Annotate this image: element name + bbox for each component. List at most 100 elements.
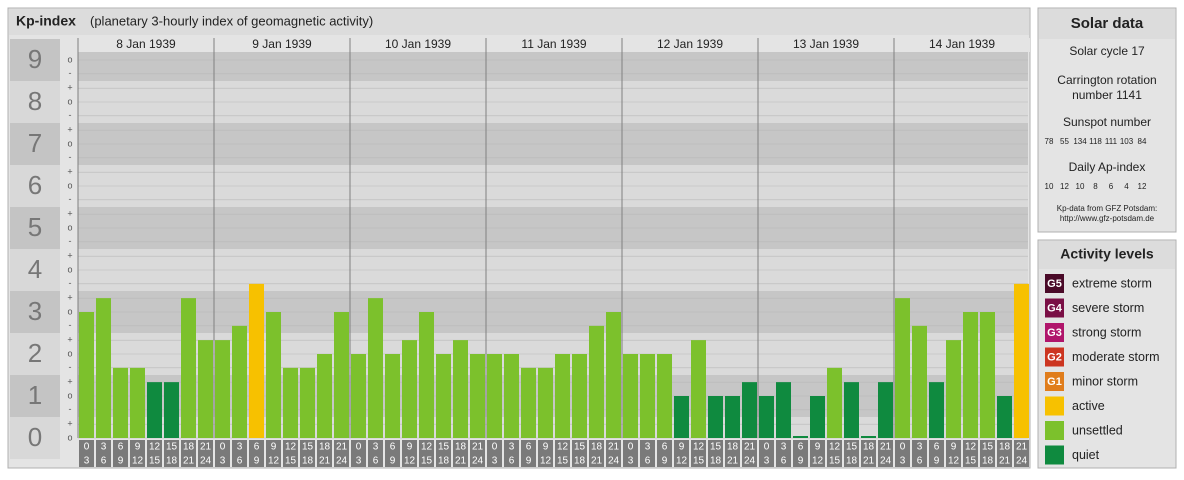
hour-end: 21 xyxy=(727,456,739,467)
hour-start: 6 xyxy=(390,442,396,453)
level-swatch xyxy=(1045,323,1064,342)
hour-end: 9 xyxy=(526,456,532,467)
hour-box xyxy=(368,440,383,467)
bar xyxy=(606,312,621,438)
y-tick-label: 7 xyxy=(28,128,42,158)
hour-box xyxy=(793,440,808,467)
date-header xyxy=(78,38,214,52)
bar xyxy=(572,354,587,438)
date-header xyxy=(214,38,350,52)
source: Kp-data from GFZ Potsdam: xyxy=(1057,204,1157,213)
bar xyxy=(861,436,876,438)
level-swatch xyxy=(1045,421,1064,440)
hour-start: 21 xyxy=(336,442,348,453)
hour-start: 21 xyxy=(200,442,212,453)
bar xyxy=(929,382,944,438)
hour-box xyxy=(300,440,315,467)
ap-title: Daily Ap-index xyxy=(1069,160,1146,174)
level-swatch xyxy=(1045,445,1064,465)
hour-end: 18 xyxy=(438,456,450,467)
hour-start: 18 xyxy=(999,442,1011,453)
sub-tick-label: + xyxy=(67,251,72,261)
hour-end: 9 xyxy=(934,456,940,467)
date-label: 11 Jan 1939 xyxy=(521,37,586,51)
hour-box xyxy=(419,440,434,467)
date-label: 12 Jan 1939 xyxy=(657,37,723,51)
hour-box xyxy=(606,440,621,467)
hour-end: 3 xyxy=(764,456,770,467)
date-header xyxy=(622,38,758,52)
hour-start: 3 xyxy=(917,442,923,453)
hour-start: 6 xyxy=(934,442,940,453)
hour-end: 18 xyxy=(574,456,586,467)
y-tick-label: 6 xyxy=(28,170,42,200)
hour-start: 3 xyxy=(781,442,787,453)
hour-end: 12 xyxy=(268,456,280,467)
level-label: severe storm xyxy=(1072,301,1144,315)
hour-box xyxy=(198,440,213,467)
hour-start: 21 xyxy=(472,442,484,453)
y-tick-label: 0 xyxy=(28,422,42,452)
hour-start: 15 xyxy=(438,442,450,453)
hour-start: 9 xyxy=(679,442,685,453)
hour-end: 18 xyxy=(846,456,858,467)
hour-start: 12 xyxy=(557,442,569,453)
hour-end: 12 xyxy=(540,456,552,467)
hour-end: 6 xyxy=(781,456,787,467)
date-label: 8 Jan 1939 xyxy=(116,37,176,51)
bar xyxy=(776,382,791,438)
hour-box xyxy=(708,440,723,467)
hour-start: 12 xyxy=(965,442,977,453)
hour-end: 3 xyxy=(220,456,226,467)
sub-tick-label: o xyxy=(67,432,72,442)
date-label: 9 Jan 1939 xyxy=(252,37,312,51)
bar xyxy=(640,354,655,438)
hour-start: 3 xyxy=(101,442,107,453)
sub-tick-label: o xyxy=(67,390,72,400)
sub-tick-label: o xyxy=(67,306,72,316)
date-label: 14 Jan 1939 xyxy=(929,37,995,51)
label-band xyxy=(10,333,60,375)
hour-box xyxy=(691,440,706,467)
hour-end: 6 xyxy=(237,456,243,467)
ap-value: 8 xyxy=(1093,182,1098,191)
ap-value: 10 xyxy=(1045,182,1054,191)
hour-box xyxy=(827,440,842,467)
hour-start: 18 xyxy=(863,442,875,453)
bar xyxy=(725,396,740,438)
hour-box xyxy=(96,440,111,467)
level-label: minor storm xyxy=(1072,374,1138,388)
hour-start: 18 xyxy=(591,442,603,453)
hour-box xyxy=(521,440,536,467)
hour-box xyxy=(980,440,995,467)
hour-box xyxy=(487,440,502,467)
bar xyxy=(300,367,315,438)
hour-box xyxy=(436,440,451,467)
hour-start: 21 xyxy=(608,442,620,453)
ap-value: 10 xyxy=(1076,182,1085,191)
hour-end: 18 xyxy=(302,456,314,467)
y-tick-label: 5 xyxy=(28,212,42,242)
hour-end: 15 xyxy=(965,456,977,467)
label-band xyxy=(10,207,60,249)
level-swatch xyxy=(1045,396,1064,416)
hour-end: 15 xyxy=(829,456,841,467)
bar xyxy=(623,354,638,438)
sub-tick-label: - xyxy=(69,110,72,120)
label-band xyxy=(10,81,60,123)
hour-start: 9 xyxy=(271,442,277,453)
sub-tick-label: o xyxy=(67,96,72,106)
bar xyxy=(555,354,570,438)
hour-box xyxy=(317,440,332,467)
hour-box xyxy=(351,440,366,467)
hour-box xyxy=(402,440,417,467)
hour-end: 24 xyxy=(200,456,212,467)
sub-tick-label: + xyxy=(67,377,72,387)
hour-start: 15 xyxy=(982,442,994,453)
hour-box xyxy=(640,440,655,467)
hour-box xyxy=(249,440,264,467)
sub-tick-label: - xyxy=(69,320,72,330)
bar xyxy=(487,354,502,438)
hour-start: 15 xyxy=(574,442,586,453)
hour-start: 0 xyxy=(84,442,90,453)
